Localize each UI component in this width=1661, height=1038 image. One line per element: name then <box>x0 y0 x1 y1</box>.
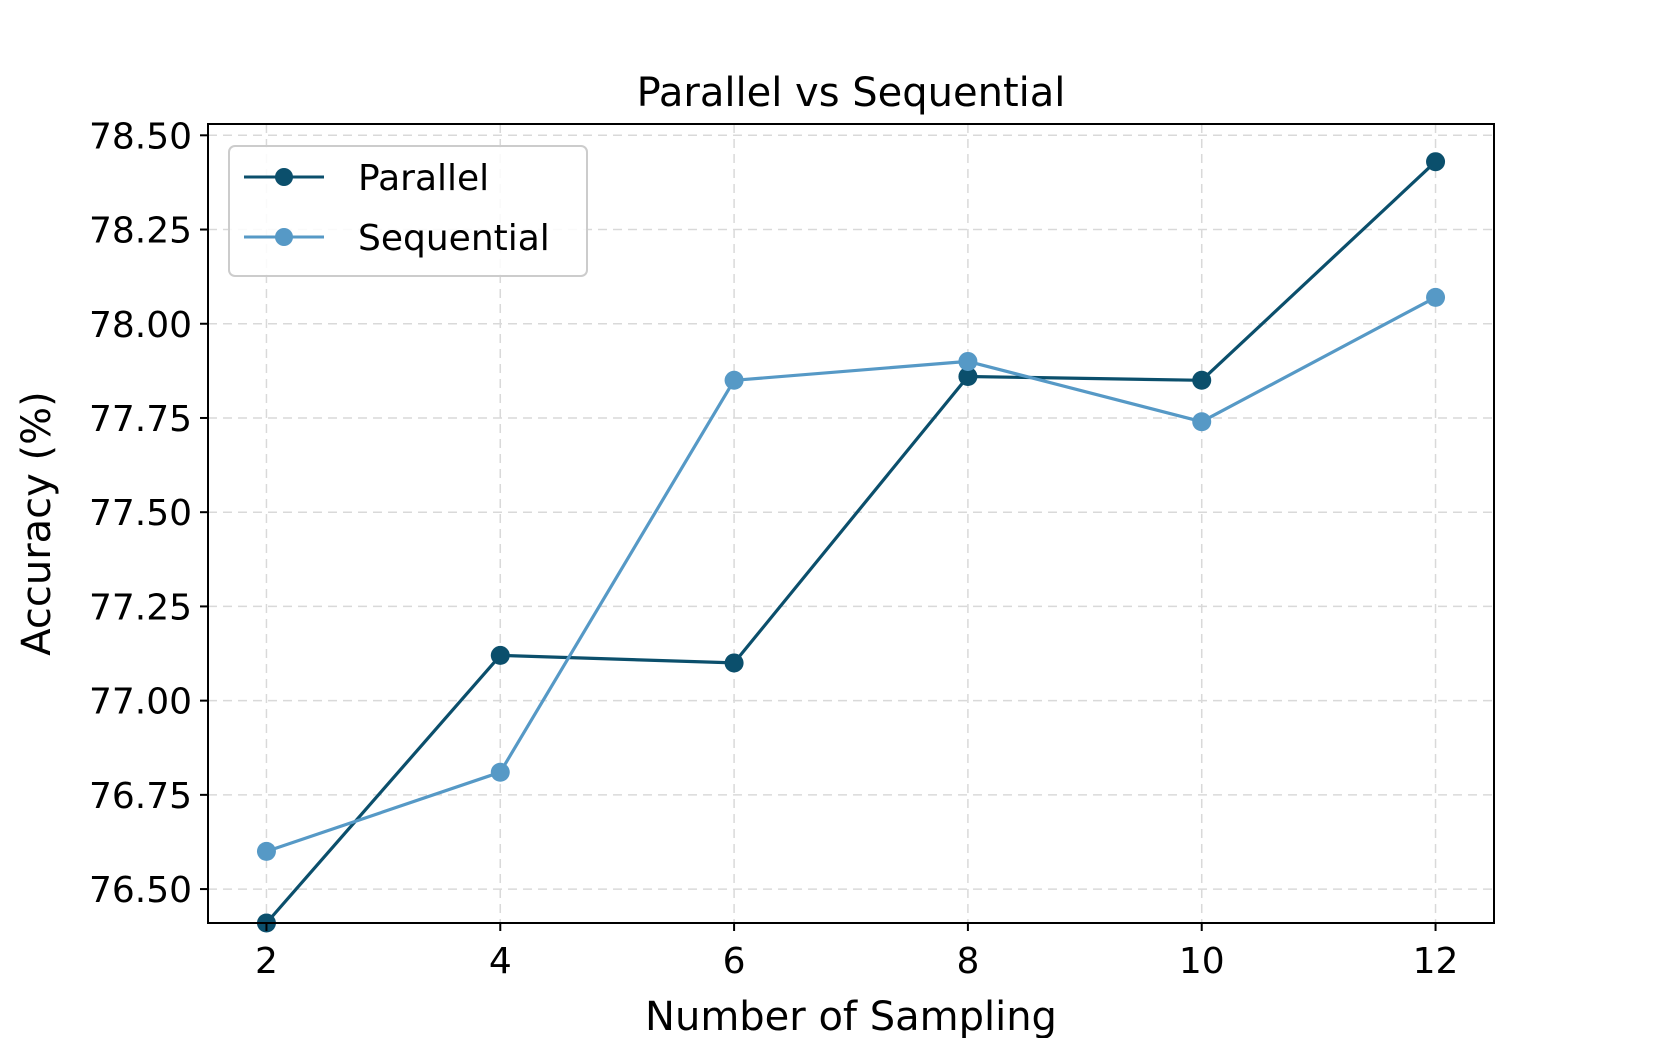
data-point-sequential <box>1192 412 1212 432</box>
data-point-sequential <box>958 351 978 371</box>
y-tick-label: 77.75 <box>89 399 192 440</box>
series-sequential <box>256 287 1446 861</box>
y-tick-label: 78.25 <box>89 211 192 252</box>
series-parallel <box>256 152 1446 933</box>
data-point-sequential <box>256 841 276 861</box>
data-point-parallel <box>724 653 744 673</box>
y-tick-label: 77.25 <box>89 587 192 628</box>
plot-frame <box>207 123 1495 924</box>
legend-label-parallel: Parallel <box>358 158 489 199</box>
y-tick-label: 77.00 <box>89 682 192 723</box>
x-tick-label: 12 <box>1413 941 1459 982</box>
x-tick-label: 6 <box>723 941 746 982</box>
series-line-parallel <box>265 160 1437 925</box>
data-point-sequential <box>490 762 510 782</box>
series-line-sequential <box>265 295 1437 853</box>
x-tick-label: 8 <box>956 941 979 982</box>
y-axis-label: Accuracy (%) <box>14 391 60 656</box>
y-tick-label: 78.00 <box>89 305 192 346</box>
x-tick-label: 10 <box>1179 941 1225 982</box>
data-point-sequential <box>724 370 744 390</box>
data-point-parallel <box>1192 370 1212 390</box>
x-tick-label: 4 <box>489 941 512 982</box>
x-tick-label: 2 <box>255 941 278 982</box>
y-tick-label: 76.50 <box>89 870 192 911</box>
y-tick-label: 78.50 <box>89 116 192 157</box>
data-point-parallel <box>490 645 510 665</box>
legend-item-parallel: Parallel <box>244 158 489 199</box>
legend-marker-parallel <box>275 168 293 186</box>
chart-title: Parallel vs Sequential <box>637 70 1066 116</box>
x-axis-label: Number of Sampling <box>645 994 1057 1038</box>
data-point-parallel <box>958 367 978 387</box>
y-tick-label: 76.75 <box>89 776 192 817</box>
legend-label-sequential: Sequential <box>358 218 550 259</box>
legend: Parallel Sequential <box>228 145 588 277</box>
legend-marker-sequential <box>275 228 293 246</box>
data-point-parallel <box>1426 152 1446 172</box>
series-layer <box>256 152 1446 933</box>
y-tick-label: 77.50 <box>89 493 192 534</box>
data-point-sequential <box>1426 287 1446 307</box>
axis-ticks: 2 4 6 8 10 12 76.50 76.75 77.00 77.25 77.50 77.75 78… <box>89 116 1459 982</box>
legend-item-sequential: Sequential <box>244 218 550 259</box>
grid <box>208 124 1494 923</box>
